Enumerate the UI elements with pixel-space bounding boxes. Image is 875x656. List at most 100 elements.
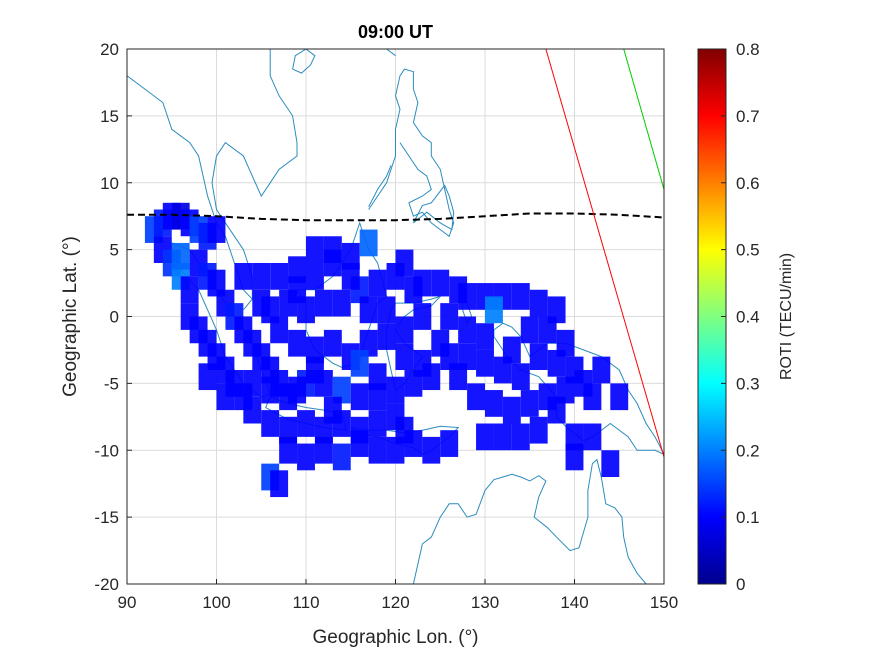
roti-cell (485, 390, 503, 417)
colorbar-tick-label: 0.7 (736, 107, 760, 126)
coastline-palawan (368, 165, 392, 208)
roti-cell (306, 236, 324, 263)
roti-cell (323, 329, 342, 357)
y-tick-label: 0 (110, 308, 119, 327)
roti-cell (476, 423, 494, 451)
y-tick-label: 15 (100, 107, 119, 126)
roti-cell (413, 349, 432, 377)
green-track-line (623, 49, 664, 190)
roti-cell (332, 289, 351, 317)
roti-cell (270, 470, 289, 498)
roti-cell (252, 289, 271, 317)
roti-cell (243, 370, 262, 397)
roti-cell (476, 349, 494, 377)
roti-cell (404, 276, 423, 304)
roti-cell (252, 263, 271, 290)
roti-cell (359, 296, 378, 324)
roti-cell (368, 269, 387, 297)
coastline-gulf-thailand (211, 49, 298, 300)
roti-cell (368, 436, 387, 464)
roti-cell (547, 396, 566, 424)
x-tick-label: 110 (292, 593, 319, 612)
roti-cell (314, 289, 333, 317)
roti-cell (413, 303, 432, 330)
red-track-line (545, 49, 664, 458)
coastline-indochina (127, 75, 253, 311)
roti-cell (449, 363, 468, 391)
roti-cell (350, 430, 369, 457)
x-tick-label: 90 (118, 593, 137, 612)
roti-cell (368, 410, 387, 437)
y-tick-label: -10 (94, 441, 119, 460)
roti-cell (386, 376, 405, 404)
roti-cell (234, 263, 253, 290)
dip-equator-line (127, 212, 664, 222)
y-tick-label: 20 (100, 40, 119, 59)
roti-cell (261, 376, 280, 404)
y-tick-label: -15 (94, 508, 119, 527)
x-tick-label: 140 (560, 593, 588, 612)
roti-cell (431, 269, 450, 297)
roti-cell (341, 263, 360, 290)
roti-cell (458, 283, 477, 310)
colorbar-tick-label: 0.4 (736, 308, 760, 327)
roti-cell (288, 329, 306, 357)
roti-cell (502, 336, 521, 364)
roti-cell (207, 216, 226, 243)
x-tick-label: 100 (202, 593, 230, 612)
roti-cell (493, 423, 512, 451)
roti-cell (395, 343, 414, 370)
roti-cell (288, 276, 306, 304)
roti-cell (261, 410, 280, 437)
roti-cell (565, 443, 584, 471)
roti-cell (377, 296, 396, 324)
roti-cell (476, 323, 494, 350)
roti-cell (243, 396, 262, 424)
roti-cell (511, 423, 530, 451)
roti-cell (485, 296, 503, 324)
roti-cell (359, 229, 378, 257)
roti-cell (350, 349, 369, 377)
x-tick-label: 120 (381, 593, 409, 612)
chart-title: 09:00 UT (358, 22, 433, 42)
roti-cell (180, 276, 199, 304)
y-axis-label: Geographic Lat. (°) (60, 236, 81, 397)
roti-cell (323, 396, 342, 424)
roti-cell (592, 356, 611, 384)
roti-cell (502, 396, 521, 424)
roti-cell (583, 423, 602, 451)
colorbar-tick-label: 0.6 (736, 174, 760, 193)
roti-cell (377, 323, 396, 350)
roti-cell (306, 263, 324, 290)
roti-cell (529, 416, 548, 444)
map-axes: 90 100 110 120 130 140 150 20 15 10 5 0 -5 -10 -15 -20 (94, 40, 678, 612)
colorbar-ticks: 0 0.1 0.2 0.3 0.4 0.5 0.6 0.7 0.8 (721, 40, 760, 594)
y-tick-label: 10 (100, 174, 119, 193)
roti-cell (279, 436, 298, 464)
roti-cell (288, 376, 306, 404)
roti-cell (314, 436, 333, 464)
roti-cell (332, 443, 351, 471)
colorbar-tick-label: 0.1 (736, 508, 760, 527)
roti-cell (529, 343, 548, 370)
roti-cell (323, 236, 342, 263)
roti-cell (350, 383, 369, 411)
roti-cell (368, 363, 387, 391)
roti-cell (520, 390, 539, 417)
coastline-taiwan-luzon-strait (386, 49, 396, 57)
roti-cell (601, 450, 620, 477)
roti-cell (431, 329, 450, 357)
y-tick-label: 5 (110, 241, 119, 260)
roti-cell (198, 363, 217, 391)
roti-cell (556, 329, 575, 357)
roti-cell (440, 430, 459, 457)
roti-cell (467, 383, 485, 411)
roti-cell (297, 410, 315, 437)
roti-cell (270, 316, 289, 344)
colorbar-tick-label: 0.5 (736, 241, 760, 260)
x-tick-label: 150 (650, 593, 678, 612)
roti-cell (529, 289, 548, 317)
y-tick-label: -5 (104, 374, 119, 393)
x-axis-label: Geographic Lon. (°) (312, 627, 478, 648)
y-tick-labels: 20 15 10 5 0 -5 -10 -15 -20 (94, 40, 132, 594)
